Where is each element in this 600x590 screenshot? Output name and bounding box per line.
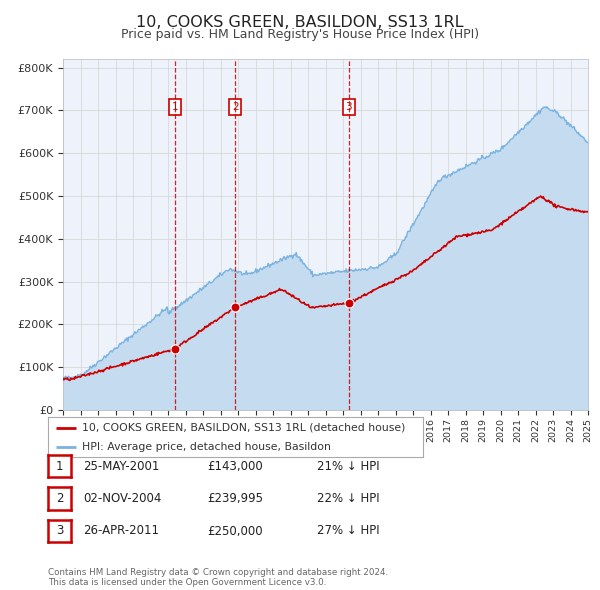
- Text: 3: 3: [345, 102, 352, 112]
- Text: 25-MAY-2001: 25-MAY-2001: [83, 460, 159, 473]
- Text: 2: 2: [56, 492, 63, 505]
- Text: 27% ↓ HPI: 27% ↓ HPI: [317, 525, 379, 537]
- Text: £143,000: £143,000: [207, 460, 263, 473]
- Text: Price paid vs. HM Land Registry's House Price Index (HPI): Price paid vs. HM Land Registry's House …: [121, 28, 479, 41]
- Text: 22% ↓ HPI: 22% ↓ HPI: [317, 492, 379, 505]
- Text: Contains HM Land Registry data © Crown copyright and database right 2024.
This d: Contains HM Land Registry data © Crown c…: [48, 568, 388, 587]
- Text: 2: 2: [232, 102, 239, 112]
- Text: 26-APR-2011: 26-APR-2011: [83, 525, 159, 537]
- Text: 3: 3: [56, 525, 63, 537]
- Text: 10, COOKS GREEN, BASILDON, SS13 1RL (detached house): 10, COOKS GREEN, BASILDON, SS13 1RL (det…: [82, 422, 405, 432]
- Text: 10, COOKS GREEN, BASILDON, SS13 1RL: 10, COOKS GREEN, BASILDON, SS13 1RL: [136, 15, 464, 30]
- Text: £250,000: £250,000: [207, 525, 263, 537]
- Text: 1: 1: [172, 102, 178, 112]
- Text: HPI: Average price, detached house, Basildon: HPI: Average price, detached house, Basi…: [82, 442, 331, 452]
- Text: £239,995: £239,995: [207, 492, 263, 505]
- Text: 1: 1: [56, 460, 63, 473]
- Text: 02-NOV-2004: 02-NOV-2004: [83, 492, 161, 505]
- Text: 21% ↓ HPI: 21% ↓ HPI: [317, 460, 379, 473]
